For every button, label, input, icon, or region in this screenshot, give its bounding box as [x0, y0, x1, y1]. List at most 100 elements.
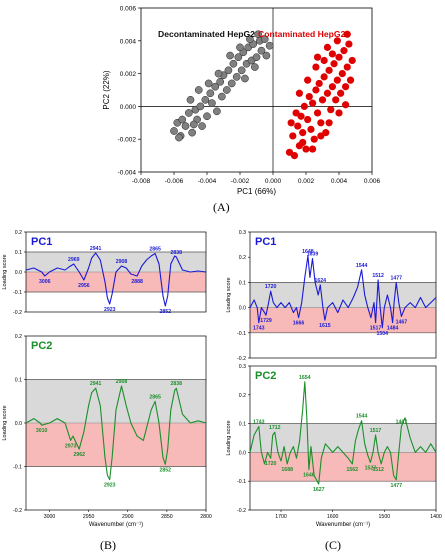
- peak-label: 2838: [170, 250, 182, 256]
- peak-label: 1477: [390, 275, 402, 281]
- y-tick-label: -0.2: [237, 508, 246, 514]
- peak-label: 1627: [313, 487, 325, 493]
- peak-label: 2838: [170, 381, 182, 387]
- x-tick-label: -0.006: [165, 178, 184, 185]
- point-decontaminated: [196, 102, 205, 111]
- loading-curve: [249, 381, 437, 485]
- point-decontaminated: [232, 73, 241, 81]
- point-contaminated: [300, 102, 308, 110]
- peak-label: 2969: [68, 257, 80, 263]
- point-decontaminated: [213, 107, 221, 116]
- point-contaminated: [333, 76, 341, 84]
- peak-label: 1646: [303, 473, 315, 479]
- point-contaminated: [332, 96, 340, 104]
- x-tick-label: 1600: [327, 514, 339, 520]
- point-contaminated: [342, 83, 350, 91]
- peak-label: 1743: [253, 419, 265, 425]
- y-tick-label: -0.004: [118, 170, 137, 177]
- y-tick-label: -0.2: [13, 310, 22, 316]
- peak-label: 2865: [149, 246, 161, 252]
- x-tick-label: 1700: [275, 514, 287, 520]
- peak-label: 1512: [372, 273, 384, 279]
- scatter-plot: -0.008 -0.006 -0.004 -0.002 0.000 0.002 0.004 0…: [102, 6, 381, 197]
- loading-curve: [25, 385, 207, 481]
- y-tick-label: 0.1: [239, 280, 246, 286]
- point-contaminated: [299, 138, 307, 147]
- peak-label: 1512: [372, 467, 384, 473]
- peak-label: 1729: [260, 318, 272, 324]
- point-contaminated: [312, 86, 320, 94]
- point-contaminated: [320, 56, 328, 65]
- point-contaminated: [312, 63, 320, 71]
- point-decontaminated: [170, 127, 178, 135]
- point-decontaminated: [262, 51, 271, 60]
- peak-label: 1654: [299, 375, 311, 381]
- point-contaminated: [317, 132, 325, 140]
- point-contaminated: [323, 43, 332, 51]
- peak-label: 2908: [116, 379, 128, 385]
- y-axis-label: Loading score: [226, 277, 232, 312]
- peak-label: 3010: [36, 428, 48, 434]
- point-contaminated: [340, 47, 348, 55]
- point-contaminated: [333, 37, 341, 45]
- annotation-contaminated: Contaminated HepG2: [258, 29, 346, 39]
- x-axis-label: Wavenumber (cm⁻¹): [89, 522, 143, 528]
- point-contaminated: [325, 66, 333, 74]
- y-tick-label: 0.2: [15, 230, 22, 236]
- point-decontaminated: [252, 53, 261, 62]
- y-tick-label: 0.1: [239, 422, 246, 428]
- peak-label: 2956: [78, 283, 90, 289]
- peak-label: 1517: [370, 326, 382, 332]
- y-tick-label: 0.006: [120, 6, 137, 13]
- positive-band: [26, 252, 206, 272]
- point-decontaminated: [234, 53, 243, 62]
- peak-label: 1624: [314, 278, 326, 284]
- peak-label: 2852: [160, 467, 172, 473]
- x-axis-label: PC1 (66%): [237, 187, 276, 196]
- y-tick-label: -0.1: [237, 331, 246, 337]
- y-tick-label: 0.1: [15, 250, 22, 256]
- peak-label: 1517: [370, 428, 382, 434]
- y-tick-label: 0.2: [15, 334, 22, 340]
- y-tick-label: 0.2: [239, 393, 246, 399]
- peak-label: 1544: [356, 414, 368, 420]
- point-decontaminated: [181, 122, 190, 130]
- panel-label-c: (C): [325, 538, 341, 552]
- peak-label: 1477: [390, 483, 402, 489]
- peak-label: 1467: [396, 319, 408, 325]
- point-decontaminated: [218, 92, 226, 101]
- peak-label: 2865: [149, 394, 161, 400]
- point-decontaminated: [189, 120, 198, 129]
- point-decontaminated: [201, 95, 210, 104]
- point-contaminated: [346, 76, 355, 84]
- y-tick-label: -0.1: [237, 479, 246, 485]
- point-decontaminated: [241, 74, 249, 83]
- point-contaminated: [348, 56, 356, 65]
- x-tick-label: 1400: [430, 514, 442, 520]
- y-tick-label: 0.1: [15, 378, 22, 384]
- panel-label-a: (A): [213, 200, 230, 214]
- panel-title: PC2: [31, 340, 52, 352]
- point-decontaminated: [227, 79, 236, 88]
- loading-plot-B1: 0.2 0.1 0.0 -0.1 -0.2 Loading score PC1 3006 296…: [2, 230, 207, 316]
- point-contaminated: [309, 99, 317, 107]
- point-decontaminated: [186, 95, 195, 104]
- x-tick-label: 2950: [83, 514, 95, 520]
- peak-label: 1615: [319, 323, 331, 329]
- peak-label: 1467: [396, 419, 408, 425]
- x-tick-label: -0.002: [231, 178, 250, 185]
- negative-band: [250, 307, 436, 333]
- negative-band: [250, 452, 436, 482]
- annotation-decontaminated: Decontaminated HepG2: [158, 29, 255, 39]
- point-decontaminated: [222, 86, 231, 94]
- point-contaminated: [328, 83, 336, 91]
- x-tick-label: -0.008: [132, 178, 151, 185]
- peak-label: 1688: [281, 467, 293, 473]
- peak-label: 1720: [265, 461, 277, 467]
- point-contaminated: [292, 109, 300, 117]
- point-decontaminated: [237, 66, 246, 75]
- x-tick-label: 2900: [122, 514, 134, 520]
- point-contaminated: [317, 119, 325, 127]
